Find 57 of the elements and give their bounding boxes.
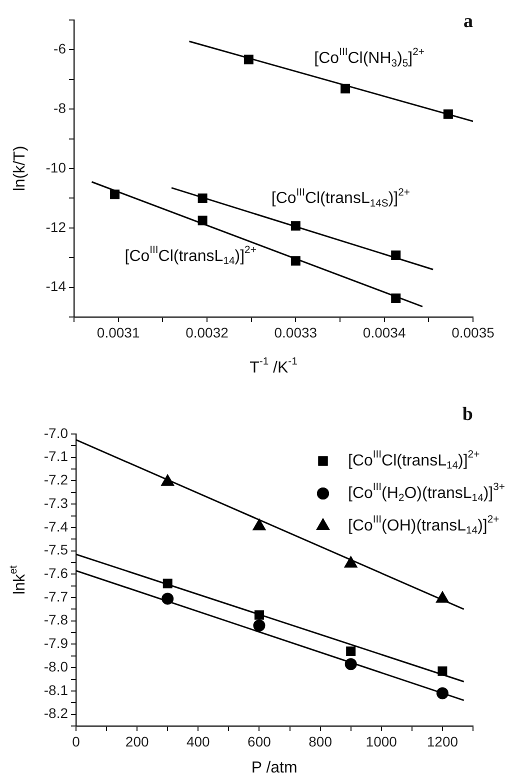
point	[436, 687, 448, 700]
point	[391, 294, 401, 304]
x-tick-label: 600	[248, 733, 272, 750]
point	[391, 250, 401, 260]
y-tick-label: -7.0	[44, 424, 68, 441]
point	[162, 578, 172, 588]
point	[161, 474, 174, 486]
x-tick-label: 800	[308, 733, 332, 750]
point	[244, 54, 254, 64]
y-tick-label: -7.9	[44, 635, 68, 652]
y-tick-label: -7.2	[44, 472, 68, 488]
x-tick-label: 400	[186, 733, 210, 750]
x-tick-label: 1000	[366, 733, 398, 750]
point	[254, 610, 264, 620]
point	[252, 518, 266, 530]
chart-title: a	[464, 10, 474, 32]
y-tick-label: -7.4	[44, 518, 68, 534]
point	[110, 190, 120, 200]
y-tick-label: -7.8	[44, 612, 68, 628]
y-tick-label: -14	[46, 278, 66, 294]
x-tick-label: 0.0031	[96, 324, 140, 340]
point	[436, 591, 450, 603]
x-tick-label: 0	[72, 733, 80, 750]
y-tick-label: -8.2	[44, 705, 68, 722]
y-tick-label: -8.1	[44, 682, 68, 698]
y-tick-label: -7.6	[44, 565, 68, 582]
point	[346, 646, 356, 656]
y-tick-label: -8	[54, 100, 66, 116]
y-axis-title: lnket	[8, 565, 28, 595]
y-tick-label: -7.5	[44, 542, 68, 558]
x-tick-label: 0.0035	[452, 324, 495, 340]
x-axis-title: P /atm	[251, 759, 298, 776]
y-tick-label: -7.1	[44, 448, 68, 464]
point	[344, 658, 357, 670]
point	[198, 216, 208, 226]
y-tick-label: -12	[46, 218, 66, 235]
x-tick-label: 0.0032	[186, 324, 229, 340]
point	[443, 109, 453, 119]
point	[340, 84, 350, 94]
point	[198, 193, 208, 203]
x-tick-label: 0.0034	[362, 324, 406, 340]
y-tick-label: -7.3	[44, 494, 68, 511]
x-tick-label: 1200	[426, 733, 458, 750]
y-tick-label: -10	[46, 159, 66, 176]
y-tick-label: -7.7	[44, 588, 68, 604]
chart-title: b	[462, 404, 473, 425]
x-tick-label: 0.0033	[274, 324, 318, 340]
point	[290, 221, 300, 231]
x-tick-label: 200	[125, 733, 149, 750]
point	[290, 256, 300, 266]
point	[162, 592, 174, 605]
y-tick-label: -8.0	[44, 658, 68, 674]
y-tick-label: -6	[54, 40, 66, 57]
point	[438, 666, 448, 676]
y-axis-title: ln(k/T)	[11, 146, 28, 192]
point	[344, 556, 358, 568]
point	[253, 620, 266, 632]
